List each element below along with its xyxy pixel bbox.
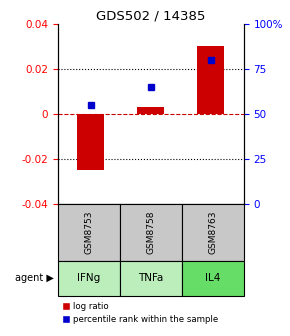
- Text: GSM8753: GSM8753: [84, 210, 93, 254]
- Text: GSM8763: GSM8763: [208, 210, 217, 254]
- Bar: [182, 204, 244, 260]
- Text: IL4: IL4: [205, 273, 220, 283]
- Title: GDS502 / 14385: GDS502 / 14385: [96, 9, 206, 23]
- Bar: [77, 114, 104, 170]
- Text: TNFa: TNFa: [138, 273, 164, 283]
- Bar: [197, 46, 224, 114]
- Bar: [58, 204, 120, 260]
- Text: IFNg: IFNg: [77, 273, 101, 283]
- Bar: [137, 107, 164, 114]
- Bar: [120, 204, 182, 260]
- Legend: log ratio, percentile rank within the sample: log ratio, percentile rank within the sa…: [62, 301, 218, 324]
- Text: GSM8758: GSM8758: [146, 210, 155, 254]
- Bar: [120, 260, 182, 296]
- Bar: [182, 260, 244, 296]
- Text: agent ▶: agent ▶: [15, 273, 54, 283]
- Bar: [58, 260, 120, 296]
